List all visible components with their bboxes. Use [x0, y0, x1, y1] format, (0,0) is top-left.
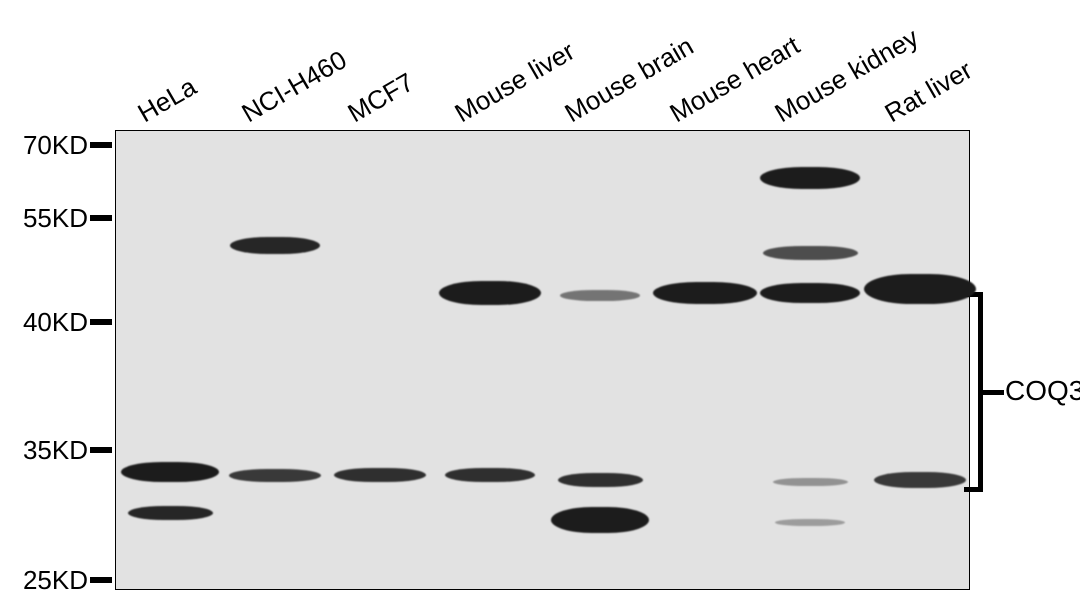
bracket-bottom [964, 487, 978, 492]
band-lane6-12 [763, 246, 858, 260]
marker-35kd: 35KD [23, 435, 88, 466]
band-lane6-11 [760, 167, 860, 189]
band-lane4-7 [560, 290, 640, 301]
band-lane0-0 [121, 462, 219, 482]
marker-tick-55kd [90, 215, 112, 221]
lane-label-1: NCI-H460 [237, 44, 353, 129]
marker-25kd: 25KD [23, 565, 88, 596]
band-lane5-10 [653, 282, 757, 304]
band-lane4-8 [558, 473, 643, 487]
band-lane6-13 [760, 283, 860, 303]
marker-40kd: 40KD [23, 307, 88, 338]
band-lane2-4 [334, 468, 426, 482]
marker-tick-25kd [90, 577, 112, 583]
band-lane7-16 [864, 274, 976, 304]
lane-label-0: HeLa [133, 71, 202, 129]
band-lane6-15 [775, 519, 845, 526]
band-lane3-6 [445, 468, 535, 482]
band-lane4-9 [551, 507, 649, 533]
target-label: COQ3 [1005, 375, 1080, 407]
band-lane1-3 [229, 469, 321, 482]
band-lane7-17 [874, 472, 966, 488]
western-blot-figure: HeLa NCI-H460 MCF7 Mouse liver Mouse bra… [0, 0, 1080, 614]
band-lane0-1 [128, 506, 213, 520]
lane-label-2: MCF7 [343, 67, 420, 129]
band-lane3-5 [439, 281, 541, 305]
band-lane1-2 [230, 237, 320, 254]
marker-55kd: 55KD [23, 203, 88, 234]
bracket-stem [978, 390, 1004, 395]
lane-label-3: Mouse liver [450, 36, 581, 129]
marker-tick-40kd [90, 319, 112, 325]
band-lane6-14 [773, 478, 848, 486]
marker-70kd: 70KD [23, 130, 88, 161]
marker-tick-35kd [90, 447, 112, 453]
marker-tick-70kd [90, 142, 112, 148]
